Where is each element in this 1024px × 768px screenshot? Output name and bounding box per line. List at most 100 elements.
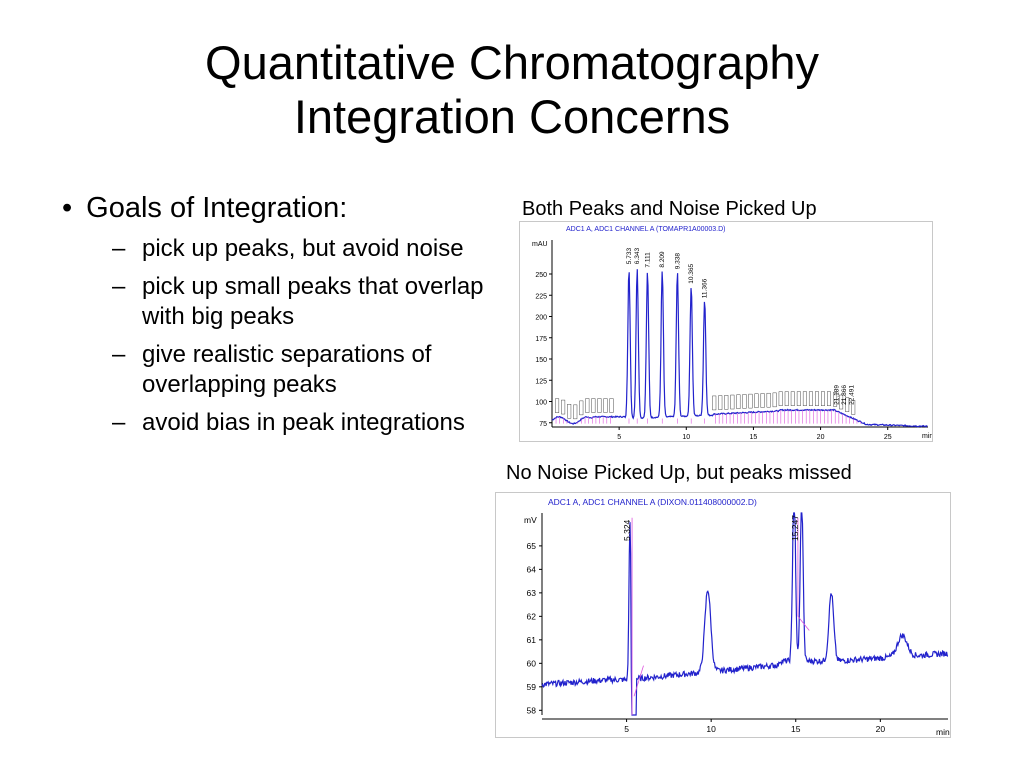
x-tick-label: 20	[876, 724, 886, 734]
noise-label-mark	[839, 394, 844, 410]
noise-label-mark	[808, 391, 813, 406]
title-line-2: Integration Concerns	[293, 90, 731, 143]
x-tick-label: 10	[682, 434, 690, 441]
y-tick-label: 75	[539, 421, 547, 428]
noise-label-mark	[603, 398, 608, 413]
noise-label-mark	[790, 391, 795, 406]
y-tick-label: 225	[535, 293, 547, 300]
chromatogram-bottom-svg: ADC1 A, ADC1 CHANNEL A (DIXON.0114080000…	[524, 497, 950, 737]
noise-label-mark	[742, 394, 747, 409]
noise-label-mark	[567, 404, 572, 419]
peak-label: 21.189	[834, 385, 841, 405]
bottom-chart-caption: No Noise Picked Up, but peaks missed	[506, 462, 852, 484]
noise-label-mark	[754, 393, 759, 408]
signal-trace	[551, 269, 928, 428]
y-tick-label: 150	[535, 357, 547, 364]
x-tick-label: 10	[706, 724, 716, 734]
noise-label-mark	[585, 398, 590, 413]
noise-label-mark	[712, 395, 717, 411]
noise-label-mark	[573, 404, 578, 420]
chart-header: ADC1 A, ADC1 CHANNEL A (TOMAPR1A00003.D)	[566, 226, 726, 233]
noise-label-mark	[555, 398, 560, 413]
noise-label-mark	[784, 391, 789, 406]
y-tick-label: 61	[527, 635, 537, 645]
x-tick-label: 5	[617, 434, 621, 441]
peak-label: 15.247	[790, 515, 800, 541]
title-line-1: Quantitative Chromatography	[205, 36, 819, 89]
main-bullet: • Goals of Integration:	[62, 190, 502, 226]
noise-label-mark	[718, 395, 723, 410]
y-tick-label: 175	[535, 336, 547, 343]
baseline-segment	[633, 665, 644, 697]
noise-label-mark	[724, 395, 729, 410]
signal-trace	[541, 512, 949, 716]
y-tick-label: 59	[527, 682, 537, 692]
y-tick-label: 200	[535, 315, 547, 322]
peak-label: 22.491	[848, 385, 855, 405]
peak-label: 6.343	[634, 248, 641, 265]
noise-label-mark	[760, 393, 765, 408]
chromatogram-bottom: ADC1 A, ADC1 CHANNEL A (DIXON.0114080000…	[495, 492, 951, 738]
noise-label-mark	[845, 397, 850, 412]
noise-label-mark	[851, 400, 856, 415]
y-tick-label: 125	[535, 378, 547, 385]
noise-label-mark	[815, 391, 819, 406]
peak-label: 5.733	[626, 248, 633, 265]
y-tick-label: 58	[527, 705, 537, 715]
bullet-list: • Goals of Integration: – pick up peaks,…	[62, 190, 502, 438]
y-tick-label: 250	[535, 272, 547, 279]
noise-label-mark	[802, 391, 807, 406]
peak-label: 11.366	[702, 278, 709, 298]
x-tick-label: 15	[750, 434, 758, 441]
y-tick-label: 62	[527, 611, 537, 621]
x-tick-label: 25	[884, 434, 892, 441]
noise-label-mark	[772, 392, 777, 408]
chart-header: ADC1 A, ADC1 CHANNEL A (DIXON.0114080000…	[548, 497, 757, 507]
x-tick-label: 15	[791, 724, 801, 734]
sub-bullet-text: give realistic separations of overlappin…	[142, 341, 432, 398]
y-tick-label: 63	[527, 588, 537, 598]
baseline-segment	[797, 616, 810, 631]
noise-label-mark	[827, 391, 831, 406]
noise-label-mark	[609, 398, 614, 413]
dash-icon: –	[112, 409, 126, 436]
y-tick-label: 64	[527, 564, 537, 574]
peak-label: 21.866	[841, 385, 848, 405]
dash-icon: –	[112, 341, 126, 368]
noise-label-mark	[778, 391, 783, 406]
noise-label-mark	[821, 391, 825, 406]
sub-bullet: – pick up small peaks that overlap with …	[112, 272, 502, 332]
sub-bullet-text: pick up small peaks that overlap with bi…	[142, 273, 484, 330]
sub-bullet-text: pick up peaks, but avoid noise	[142, 235, 464, 262]
sub-bullet: – pick up peaks, but avoid noise	[112, 234, 502, 264]
top-chart-caption: Both Peaks and Noise Picked Up	[522, 198, 817, 220]
y-tick-label: 60	[527, 658, 537, 668]
x-axis-unit: min	[922, 433, 932, 440]
sub-bullet-text: avoid bias in peak integrations	[142, 409, 465, 436]
sub-bullet: – avoid bias in peak integrations	[112, 408, 502, 438]
dash-icon: –	[112, 235, 126, 262]
dash-icon: –	[112, 273, 126, 300]
noise-label-mark	[591, 398, 596, 413]
chromatogram-top-svg: ADC1 A, ADC1 CHANNEL A (TOMAPR1A00003.D)…	[532, 226, 933, 441]
noise-label-mark	[766, 392, 771, 408]
x-axis-unit: min	[936, 727, 950, 737]
noise-label-mark	[730, 394, 735, 410]
sub-bullet: – give realistic separations of overlapp…	[112, 340, 502, 400]
noise-label-mark	[561, 399, 566, 415]
peak-label: 10.365	[688, 263, 695, 283]
noise-label-mark	[833, 392, 838, 407]
noise-label-mark	[796, 391, 801, 406]
peak-label: 5.324	[622, 519, 632, 541]
peak-label: 9.338	[674, 253, 681, 270]
bullet-dot-icon: •	[62, 192, 73, 224]
x-tick-label: 5	[624, 724, 629, 734]
x-tick-label: 20	[817, 434, 825, 441]
peak-label: 7.111	[644, 252, 651, 268]
y-axis-label: mAU	[532, 241, 548, 248]
slide-title: Quantitative Chromatography Integration …	[0, 36, 1024, 144]
noise-label-mark	[748, 393, 753, 409]
noise-label-mark	[579, 400, 584, 416]
noise-label-mark	[597, 398, 602, 413]
noise-label-mark	[736, 394, 741, 409]
